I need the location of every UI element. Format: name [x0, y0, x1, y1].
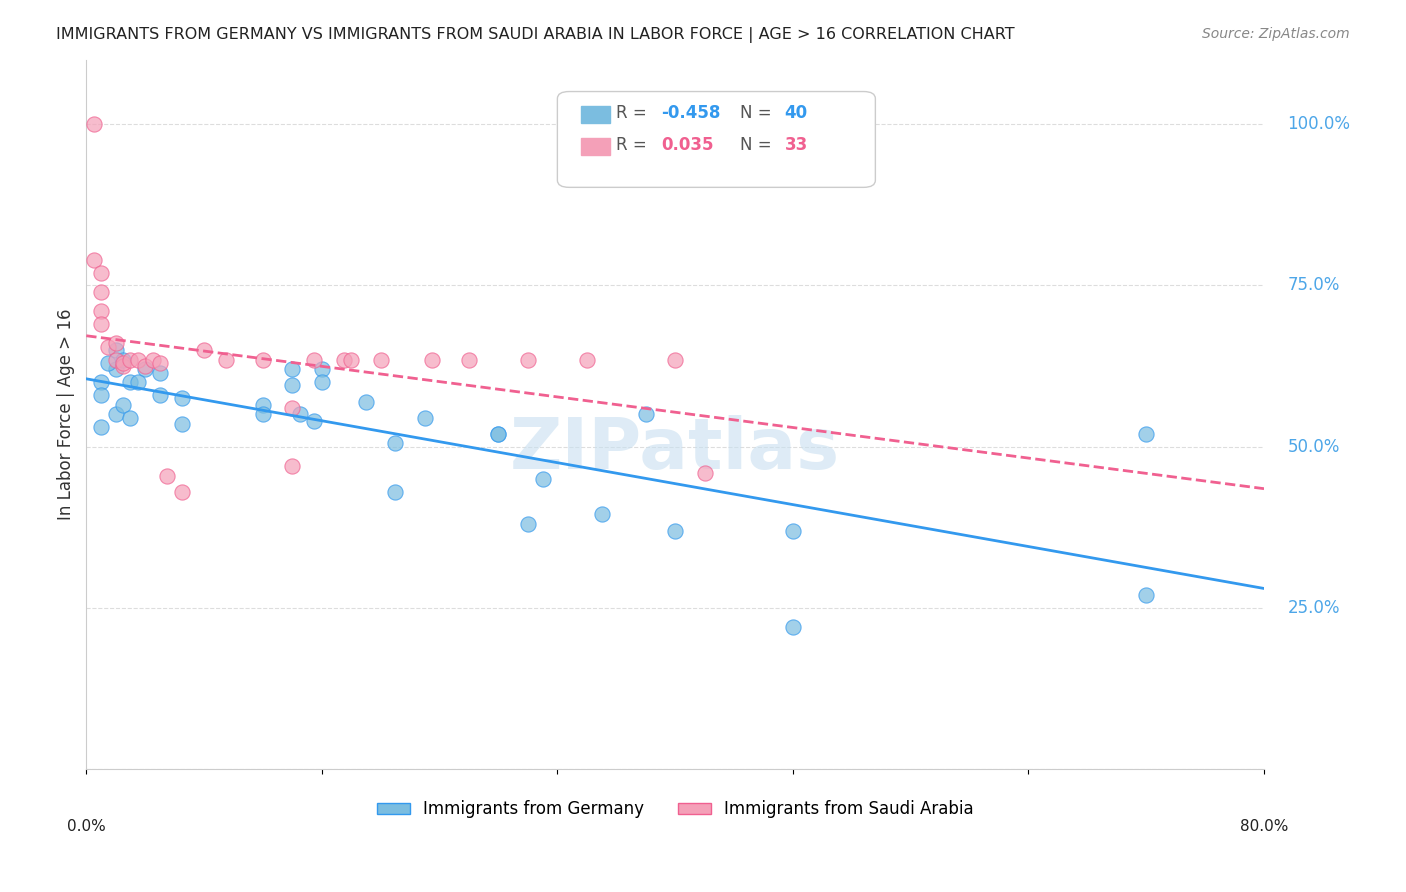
Text: 100.0%: 100.0%: [1288, 115, 1351, 133]
Point: [104, 352, 127, 367]
Text: R =: R =: [616, 103, 652, 122]
Point: [384, 436, 406, 450]
Text: N =: N =: [740, 103, 776, 122]
Point: [193, 343, 215, 357]
Point: [104, 362, 127, 376]
Point: [156, 468, 179, 483]
Point: [112, 352, 135, 367]
Point: [354, 394, 377, 409]
Point: [83, 117, 105, 131]
Point: [97, 340, 120, 354]
Point: [120, 410, 142, 425]
Text: Source: ZipAtlas.com: Source: ZipAtlas.com: [1202, 27, 1350, 41]
Point: [149, 388, 172, 402]
Point: [458, 352, 481, 367]
Point: [281, 362, 304, 376]
Point: [90, 375, 112, 389]
Point: [575, 352, 598, 367]
Point: [591, 508, 613, 522]
Point: [281, 401, 304, 415]
Point: [634, 408, 657, 422]
Point: [134, 359, 156, 373]
Point: [120, 352, 142, 367]
Point: [531, 472, 554, 486]
Point: [112, 356, 135, 370]
Point: [311, 362, 333, 376]
Point: [90, 317, 112, 331]
Text: R =: R =: [616, 136, 652, 153]
Point: [252, 398, 274, 412]
Point: [664, 352, 686, 367]
Point: [333, 352, 356, 367]
Point: [304, 352, 326, 367]
Point: [170, 392, 193, 406]
Point: [340, 352, 363, 367]
Point: [413, 410, 436, 425]
Text: 75.0%: 75.0%: [1288, 277, 1340, 294]
Point: [83, 252, 105, 267]
Point: [488, 426, 510, 441]
Text: 0.035: 0.035: [661, 136, 713, 153]
Point: [281, 378, 304, 392]
Point: [693, 466, 716, 480]
Point: [97, 356, 120, 370]
Point: [215, 352, 238, 367]
Legend: Immigrants from Germany, Immigrants from Saudi Arabia: Immigrants from Germany, Immigrants from…: [370, 794, 980, 825]
Point: [141, 352, 163, 367]
Text: 25.0%: 25.0%: [1288, 599, 1340, 617]
Point: [664, 524, 686, 538]
Text: N =: N =: [740, 136, 776, 153]
Point: [149, 366, 172, 380]
Point: [1135, 426, 1157, 441]
Text: IMMIGRANTS FROM GERMANY VS IMMIGRANTS FROM SAUDI ARABIA IN LABOR FORCE | AGE > 1: IMMIGRANTS FROM GERMANY VS IMMIGRANTS FR…: [56, 27, 1015, 43]
Y-axis label: In Labor Force | Age > 16: In Labor Force | Age > 16: [58, 309, 75, 520]
Point: [120, 375, 142, 389]
Point: [90, 266, 112, 280]
Point: [112, 359, 135, 373]
Point: [281, 459, 304, 474]
FancyBboxPatch shape: [557, 92, 876, 187]
Point: [288, 408, 311, 422]
Point: [112, 398, 135, 412]
Point: [384, 484, 406, 499]
Point: [170, 417, 193, 431]
Bar: [581, 137, 610, 155]
Point: [1135, 588, 1157, 602]
Text: 80.0%: 80.0%: [1240, 819, 1288, 834]
Point: [252, 408, 274, 422]
Point: [149, 356, 172, 370]
Point: [516, 517, 538, 532]
Point: [782, 620, 804, 634]
Point: [134, 362, 156, 376]
Text: 0.0%: 0.0%: [67, 819, 105, 834]
Point: [90, 285, 112, 299]
Text: 33: 33: [785, 136, 808, 153]
Text: -0.458: -0.458: [661, 103, 720, 122]
Point: [420, 352, 443, 367]
Point: [90, 420, 112, 434]
Point: [90, 304, 112, 318]
Text: 40: 40: [785, 103, 808, 122]
Bar: [581, 106, 610, 123]
Point: [104, 408, 127, 422]
Text: ZIPatlas: ZIPatlas: [510, 416, 841, 484]
Point: [252, 352, 274, 367]
Point: [127, 375, 149, 389]
Point: [311, 375, 333, 389]
Point: [782, 524, 804, 538]
Point: [104, 343, 127, 357]
Point: [127, 352, 149, 367]
Point: [90, 388, 112, 402]
Point: [488, 426, 510, 441]
Point: [304, 414, 326, 428]
Point: [370, 352, 392, 367]
Point: [516, 352, 538, 367]
Point: [104, 336, 127, 351]
Text: 50.0%: 50.0%: [1288, 438, 1340, 456]
Point: [170, 484, 193, 499]
